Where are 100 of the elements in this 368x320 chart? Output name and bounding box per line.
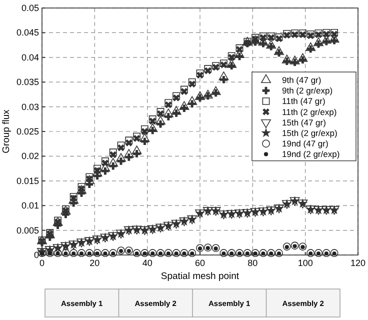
point <box>85 249 94 257</box>
point <box>266 40 276 49</box>
point <box>306 42 316 52</box>
x-tick-label: 100 <box>298 258 313 268</box>
point <box>70 249 78 257</box>
point <box>172 249 180 257</box>
point <box>202 90 213 98</box>
point <box>117 142 125 150</box>
y-tick-label: 0.005 <box>16 225 39 236</box>
point <box>180 88 188 95</box>
point <box>148 123 158 132</box>
point <box>118 249 124 254</box>
point <box>179 101 190 110</box>
x-tick-label: 20 <box>90 258 100 268</box>
point <box>156 116 166 125</box>
point <box>109 162 117 170</box>
point <box>116 153 126 162</box>
point <box>156 249 164 257</box>
point <box>163 108 174 118</box>
point <box>124 149 134 158</box>
point <box>195 91 205 100</box>
point <box>228 62 236 70</box>
point <box>228 249 236 257</box>
point <box>108 158 118 167</box>
y-tick-label: 0.025 <box>16 126 39 136</box>
point <box>164 249 172 257</box>
point <box>306 45 314 53</box>
legend-label: 9th (47 gr) <box>282 75 322 85</box>
y-tick-label: 0.015 <box>16 176 39 186</box>
point <box>204 92 212 100</box>
point <box>243 249 252 257</box>
y-tick-label: 0.045 <box>16 28 39 38</box>
point <box>101 249 110 257</box>
point <box>290 242 299 250</box>
point <box>282 242 291 251</box>
point <box>94 172 101 180</box>
point <box>171 106 182 115</box>
legend-label: 15th (47 gr) <box>282 117 326 128</box>
point <box>125 139 132 146</box>
y-tick-label: 0.04 <box>21 52 39 62</box>
point <box>220 249 228 257</box>
point <box>102 167 109 175</box>
point <box>212 244 220 252</box>
point <box>156 120 164 128</box>
point <box>291 58 298 66</box>
y-tick-label: 0.03 <box>21 102 39 112</box>
point <box>322 38 330 46</box>
point <box>330 249 338 257</box>
point <box>62 249 70 257</box>
point <box>93 249 102 257</box>
point <box>282 54 292 64</box>
point <box>314 37 324 46</box>
point <box>140 249 149 257</box>
y-tick-label: 0.01 <box>21 200 39 211</box>
legend-label: 11th (47 gr) <box>282 96 326 106</box>
legend-label: 15th (2 gr/exp) <box>282 128 338 138</box>
point <box>259 249 268 257</box>
point <box>188 100 196 108</box>
point <box>306 249 315 257</box>
point <box>101 157 109 165</box>
point <box>70 199 78 207</box>
point <box>117 157 125 165</box>
point <box>110 151 117 158</box>
point <box>94 167 101 174</box>
point <box>188 78 196 86</box>
point <box>140 125 148 133</box>
point <box>322 249 330 257</box>
y-axis-title: Group flux <box>1 109 12 154</box>
point <box>188 80 196 88</box>
point <box>330 36 338 44</box>
point <box>133 150 140 158</box>
point <box>196 69 204 77</box>
point <box>275 249 283 257</box>
point <box>212 89 220 97</box>
point <box>94 164 102 172</box>
legend-label: 19nd (47 gr) <box>282 138 328 149</box>
point <box>148 249 157 257</box>
point <box>196 244 204 252</box>
legend-label: 19nd (2 gr/exp) <box>282 149 340 160</box>
point <box>187 96 198 105</box>
point <box>132 146 142 154</box>
point <box>148 115 156 123</box>
point <box>125 136 133 144</box>
point <box>283 58 291 66</box>
point <box>149 118 156 125</box>
x-axis-title: Spatial mesh point <box>160 271 240 282</box>
x-tick-label: 120 <box>350 258 366 268</box>
point <box>314 249 322 257</box>
point <box>180 104 188 112</box>
point <box>251 249 260 257</box>
point <box>204 244 212 252</box>
point <box>274 46 284 55</box>
point <box>226 59 237 68</box>
y-tick-label: 0.035 <box>16 77 39 88</box>
legend-label: 9th (2 gr/exp) <box>282 86 333 96</box>
point <box>148 126 156 134</box>
point <box>54 249 62 257</box>
point <box>298 53 308 62</box>
point <box>78 249 86 257</box>
point <box>124 246 133 255</box>
